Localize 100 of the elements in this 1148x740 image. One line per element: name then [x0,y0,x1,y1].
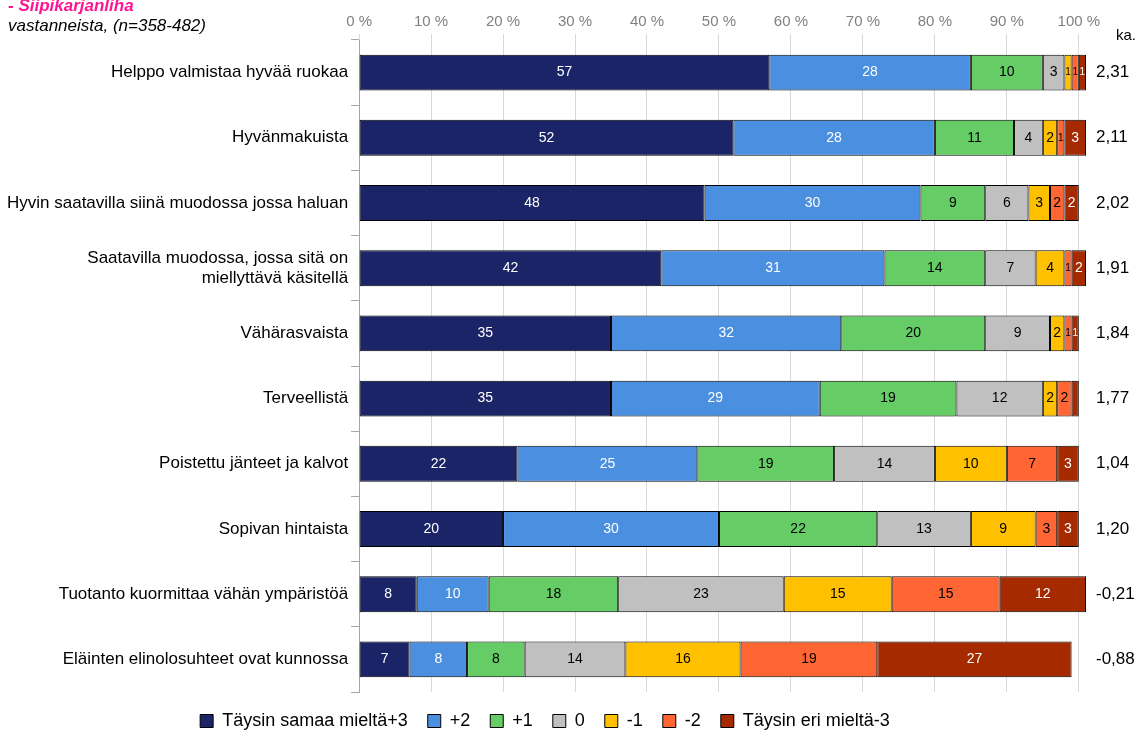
data-label: 57 [556,63,573,80]
data-label: 1 [1079,66,1086,78]
data-label: 12 [1035,585,1051,602]
text: 2,02 [1096,192,1130,212]
data-label: 19 [757,454,774,471]
y-tick-label: Helppo valmistaa hyvää ruokaa [110,62,349,82]
data-label: 19 [880,389,897,406]
data-label: 16 [675,650,691,667]
x-tick-label: 20 % [485,12,521,30]
y-tick-label: Tuotanto kuormittaa vähän ympäristöä [58,583,349,603]
data-label: 30 [804,193,821,210]
text: 1,91 [1096,257,1130,277]
data-label: 14 [927,259,943,276]
data-label: 30 [603,519,620,536]
text: 1,84 [1096,323,1130,343]
legend-label: -1 [626,709,643,730]
data-label: 28 [826,128,843,145]
data-label: 35 [477,389,494,406]
x-tick-label: 50 % [701,12,737,30]
x-tick-label: 10 % [413,12,449,30]
data-label: 23 [693,585,709,602]
y-tick-label: Terveellistä [263,388,349,408]
data-label: 2 [1053,193,1062,210]
data-label: 12 [991,389,1008,406]
data-label: 3 [1049,63,1058,80]
data-label: 7 [380,650,389,667]
data-label: 29 [707,389,724,406]
data-label: 6 [1002,193,1011,210]
data-label: 11 [967,128,982,145]
data-label: 7 [1028,454,1037,471]
data-label: 10 [999,63,1015,80]
y-tick-label: Eläinten elinolosuhteet ovat kunnossa [62,649,349,669]
data-label: 32 [718,324,735,341]
data-label: 3 [1064,454,1073,471]
data-label: 2 [1074,259,1083,276]
data-label: 9 [999,519,1008,536]
legend-label: Täysin samaa mieltä+3 [222,709,408,730]
data-label: 8 [434,650,443,667]
x-tick-label: 90 % [989,12,1024,30]
data-label: 10 [963,454,979,471]
text: vastanneista, (n=358-482) [8,16,206,36]
text: 1,77 [1096,388,1130,408]
data-label: 18 [545,585,562,602]
data-label: 2 [1060,389,1069,406]
data-label: 2 [1046,389,1055,406]
x-tick-label: 40 % [629,12,665,30]
data-label: 20 [905,324,922,341]
data-label: 1 [1065,261,1072,273]
text: 2,11 [1096,127,1128,147]
data-label: 8 [384,585,393,602]
x-tick-label: 80 % [917,12,952,30]
data-label: 14 [876,454,893,471]
y-tick-label: Hyvänmakuista [231,127,349,147]
text: ka. [1116,25,1137,43]
data-label: 1 [1065,66,1072,78]
data-label: 2 [1067,193,1076,210]
data-label: 1 [1065,327,1072,339]
data-label: 3 [1035,193,1044,210]
data-label: 20 [423,519,440,536]
legend-label: Täysin eri mieltä-3 [742,709,890,730]
data-label: 1 [1072,327,1079,339]
data-label: 1 [1072,66,1079,78]
y-tick-label: Saatavilla muodossa, jossa sitä on miellyttävä käsitellä [87,247,349,288]
text: 1,04 [1096,453,1130,473]
data-label: 28 [862,63,879,80]
data-label: 13 [916,519,933,536]
data-label: 9 [948,193,957,210]
data-label: 8 [491,650,500,667]
data-label: 3 [1042,519,1051,536]
data-label: 15 [937,585,954,602]
data-label: 4 [1024,128,1033,145]
y-tick-label: Vähärasvaista [240,323,349,343]
data-label: 19 [801,650,817,667]
data-label: 7 [1006,259,1015,276]
data-label: 42 [502,259,519,276]
legend-label: -2 [684,709,701,730]
x-tick-label: 100 % [1057,12,1101,30]
y-tick-label: Sopivan hintaista [218,518,349,538]
text: 1,20 [1096,518,1130,538]
data-label: 1 [1058,131,1065,143]
y-tick-label: Poistettu jänteet ja kalvot [159,453,349,473]
data-label: 31 [765,259,781,276]
data-label: 2 [1053,324,1062,341]
data-label: 52 [538,128,555,145]
data-label: 3 [1064,519,1073,536]
data-label: 48 [524,193,541,210]
data-label: 2 [1046,128,1055,145]
data-label: 35 [477,324,494,341]
data-label: 25 [599,454,616,471]
data-label: 14 [567,650,584,667]
data-label: 3 [1071,128,1080,145]
data-label: 9 [1013,324,1022,341]
legend-label: 0 [574,709,585,730]
data-label: 27 [966,650,983,667]
text: -0,21 [1096,583,1135,603]
legend-label: +2 [449,709,471,730]
x-tick-label: 60 % [773,12,809,30]
x-tick-label: 30 % [557,12,593,30]
y-tick-label: Hyvin saatavilla siinä muodossa jossa haluan [6,192,349,212]
data-label: 10 [444,585,461,602]
